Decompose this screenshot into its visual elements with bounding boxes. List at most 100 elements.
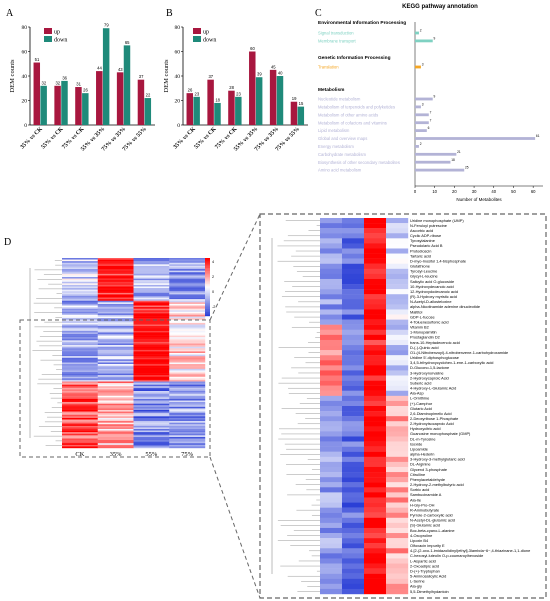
heatmap-left-cell bbox=[62, 359, 98, 362]
heatmap-right-cell bbox=[320, 253, 343, 259]
colorbar-segment bbox=[205, 287, 210, 289]
heatmap-left-cell bbox=[62, 375, 98, 377]
heatmap-left-cell bbox=[169, 422, 206, 425]
heatmap-right-cell bbox=[364, 268, 387, 275]
heatmap-left-cell bbox=[169, 329, 206, 332]
heatmap-right-cell bbox=[320, 289, 343, 295]
heatmap-left-cell bbox=[133, 283, 170, 286]
metabolite-label: H-Gly-Pro-OH bbox=[410, 502, 435, 507]
metabolite-label: Lipoxin B4 bbox=[410, 538, 429, 543]
heatmap-right-cell bbox=[320, 278, 343, 285]
heatmap-left-cell bbox=[97, 281, 134, 284]
heatmap-left-cell bbox=[133, 387, 170, 390]
metabolite-label: Salicylic acid O-glucoside bbox=[410, 279, 454, 284]
heatmap-left-cell bbox=[97, 326, 134, 328]
heatmap-left-cell bbox=[97, 267, 134, 270]
heatmap-left-cell bbox=[62, 386, 98, 389]
panel-a-data-label: 22 bbox=[146, 93, 151, 98]
heatmap-right-cell bbox=[320, 223, 343, 229]
heatmap-right-cell bbox=[342, 522, 365, 529]
panel-c-group-header: Environmental Information Processing bbox=[318, 20, 406, 26]
heatmap-left-cell bbox=[97, 280, 134, 282]
heatmap-right-cell bbox=[364, 436, 387, 442]
heatmap-left-cell bbox=[62, 277, 98, 279]
heatmap-column-label: 35% bbox=[110, 451, 123, 458]
heatmap-right-cell bbox=[386, 553, 409, 559]
heatmap-left-cell bbox=[169, 398, 206, 401]
heatmap-right-cell bbox=[320, 395, 343, 402]
metabolite-label: Sorbic acid bbox=[410, 487, 429, 492]
heatmap-right-cell bbox=[364, 339, 387, 346]
heatmap-right-cell bbox=[364, 497, 387, 503]
heatmap-left-cell bbox=[62, 425, 98, 428]
panel-b-data-label: 23 bbox=[195, 91, 200, 96]
heatmap-left-cell bbox=[97, 417, 134, 420]
colorbar-segment bbox=[205, 308, 210, 311]
heatmap-right-cell bbox=[364, 431, 387, 437]
metabolite-label: 2-Hydroxyisocaproic Acid bbox=[410, 421, 454, 426]
panel-b-legend-label: up bbox=[203, 29, 209, 35]
heatmap-left-cell bbox=[133, 284, 170, 287]
metabolite-label: Ala-gly bbox=[410, 584, 422, 589]
panel-c-bar-value: 2 bbox=[420, 29, 422, 33]
heatmap-right-cell bbox=[342, 472, 365, 478]
panel-c-x-tick-label: 20 bbox=[452, 189, 457, 194]
heatmap-right-cell bbox=[342, 492, 365, 498]
panel-b-bar-down bbox=[276, 76, 284, 125]
heatmap-left-cell bbox=[169, 387, 206, 390]
heatmap-right-cell bbox=[386, 451, 409, 458]
heatmap-left-cell bbox=[133, 389, 170, 392]
heatmap-left-cell bbox=[169, 262, 206, 265]
colorbar-segment bbox=[205, 276, 210, 279]
colorbar-segment bbox=[205, 265, 210, 267]
heatmap-left-cell bbox=[97, 307, 134, 309]
heatmap-right-cell bbox=[320, 487, 343, 493]
heatmap-left-cell bbox=[133, 272, 170, 275]
heatmap-right-cell bbox=[386, 517, 409, 524]
colorbar-segment bbox=[205, 295, 210, 298]
heatmap-left-cell bbox=[133, 270, 170, 273]
heatmap-left-cell bbox=[97, 297, 134, 300]
heatmap-left-cell bbox=[169, 349, 206, 352]
heatmap-left-cell bbox=[62, 326, 98, 328]
heatmap-right-cell bbox=[342, 395, 365, 402]
heatmap-right-cell bbox=[342, 406, 365, 412]
heatmap-left-cell bbox=[62, 261, 98, 263]
heatmap-left-cell bbox=[133, 310, 170, 313]
heatmap-right-cell bbox=[342, 548, 365, 554]
panel-c-bar bbox=[415, 39, 433, 43]
heatmap-left-cell bbox=[133, 378, 170, 381]
heatmap-right-cell bbox=[386, 466, 409, 473]
heatmap-left-cell bbox=[133, 392, 170, 395]
heatmap-left-cell bbox=[133, 322, 170, 325]
heatmap-left-cell bbox=[97, 373, 134, 376]
heatmap-left-cell bbox=[97, 313, 134, 316]
panel-a-legend-swatch bbox=[44, 28, 52, 34]
heatmap-right-cell bbox=[364, 533, 387, 539]
heatmap-right-cell bbox=[386, 583, 409, 590]
metabolite-label: Uridine 5'-diphosphoglucose bbox=[410, 355, 459, 360]
heatmap-right-cell bbox=[386, 345, 409, 351]
heatmap-left-cell bbox=[62, 435, 98, 438]
heatmap-right-cell bbox=[386, 446, 409, 452]
heatmap-left-cell bbox=[133, 413, 170, 415]
heatmap-left-cell bbox=[97, 443, 134, 446]
colorbar-segment bbox=[205, 285, 210, 288]
metabolite-label: 4-[2-(2-oxo-1-imidazolidinyl)ethyl]-3lam… bbox=[410, 548, 530, 553]
heatmap-right-cell bbox=[320, 390, 343, 397]
heatmap-left-cell bbox=[169, 421, 206, 423]
heatmap-left-cell bbox=[62, 264, 98, 267]
heatmap-left-cell bbox=[62, 373, 98, 376]
zoom-connector-top bbox=[209, 213, 261, 321]
colorbar-segment bbox=[205, 262, 210, 264]
heatmap-right-cell bbox=[364, 345, 387, 351]
heatmap-right-cell bbox=[364, 273, 387, 280]
heatmap-right-cell bbox=[386, 568, 409, 574]
heatmap-left-cell bbox=[169, 386, 206, 389]
panel-a-y-tick-label: 60 bbox=[22, 50, 28, 56]
heatmap-left-cell bbox=[169, 335, 206, 338]
metabolite-label: D-(-)-Quinic acid bbox=[410, 345, 439, 350]
heatmap-right-cell bbox=[386, 299, 409, 305]
panel-b-data-label: 26 bbox=[188, 88, 193, 93]
